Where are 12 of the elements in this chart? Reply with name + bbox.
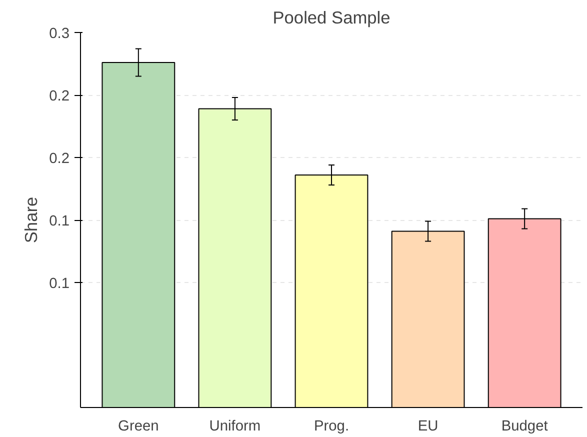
x-tick-label: Uniform [209,418,261,434]
y-tick-label: 0.1 [49,276,70,292]
y-axis-title: Share [21,196,42,244]
y-tick-label: 0.2 [49,88,70,104]
x-tick-label: Prog. [314,418,350,434]
x-tick-label: EU [418,418,438,434]
y-tick-label: 0.1 [49,214,70,230]
x-tick-label: Green [118,418,159,434]
y-tick-label: 0.2 [49,151,70,167]
x-tick-label: Budget [501,418,548,434]
chart-title: Pooled Sample [272,8,390,28]
y-tick-label: 0.3 [49,26,70,42]
